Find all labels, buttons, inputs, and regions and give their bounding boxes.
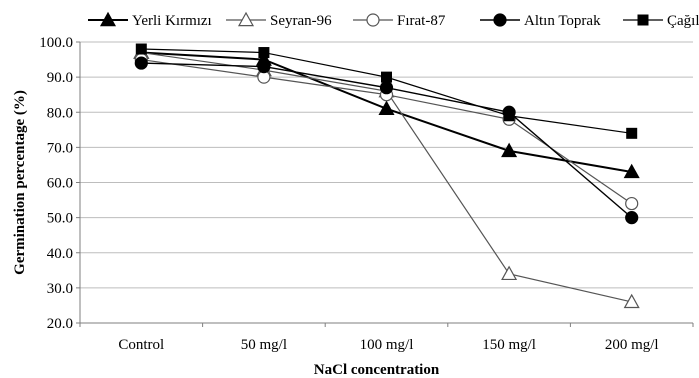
y-tick-label: 90.0 bbox=[47, 70, 73, 86]
series-2-point bbox=[625, 196, 639, 211]
x-tick-label: 200 mg/l bbox=[605, 337, 659, 353]
series-0-point bbox=[501, 142, 518, 158]
series-3-point bbox=[134, 56, 148, 70]
legend-label-2: Fırat-87 bbox=[397, 13, 446, 29]
x-tick-label: 150 mg/l bbox=[482, 337, 536, 353]
series-4-point bbox=[503, 110, 515, 122]
series-4-point bbox=[626, 127, 638, 139]
legend-marker-4 bbox=[637, 14, 649, 26]
series-0-point bbox=[378, 100, 395, 115]
legend-marker-2 bbox=[366, 13, 380, 27]
legend-label-1: Seyran-96 bbox=[270, 13, 332, 29]
series-4-point bbox=[135, 43, 147, 55]
y-tick-label: 50.0 bbox=[47, 211, 73, 227]
series-4-point bbox=[381, 71, 392, 83]
y-axis-title: Germination percentage (%) bbox=[12, 90, 28, 275]
y-tick-label: 70.0 bbox=[47, 140, 73, 156]
series-1-point bbox=[623, 293, 640, 309]
x-tick-label: 50 mg/l bbox=[241, 337, 287, 353]
series-1-point bbox=[501, 265, 518, 281]
series-3-point bbox=[625, 211, 639, 225]
legend-label-3: Altın Toprak bbox=[524, 13, 601, 29]
x-tick-label: Control bbox=[118, 337, 164, 353]
x-axis-title: NaCl concentration bbox=[314, 362, 440, 378]
legend-marker-3 bbox=[493, 13, 507, 27]
y-tick-label: 100.0 bbox=[39, 35, 73, 51]
series-3-point bbox=[257, 59, 271, 74]
y-tick-label: 30.0 bbox=[47, 281, 73, 297]
series-0-point bbox=[623, 163, 640, 179]
legend-marker-1 bbox=[237, 11, 255, 27]
legend-marker-0 bbox=[99, 11, 117, 27]
y-tick-label: 40.0 bbox=[47, 246, 73, 262]
series-4-point bbox=[258, 47, 270, 59]
legend-label-0: Yerli Kırmızı bbox=[132, 13, 212, 29]
y-tick-label: 80.0 bbox=[47, 105, 73, 121]
x-tick-label: 100 mg/l bbox=[360, 337, 414, 353]
legend-label-4: Çağıl bbox=[667, 13, 699, 29]
y-tick-label: 60.0 bbox=[47, 176, 73, 192]
series-3-point bbox=[379, 81, 394, 95]
y-tick-label: 20.0 bbox=[47, 316, 73, 332]
